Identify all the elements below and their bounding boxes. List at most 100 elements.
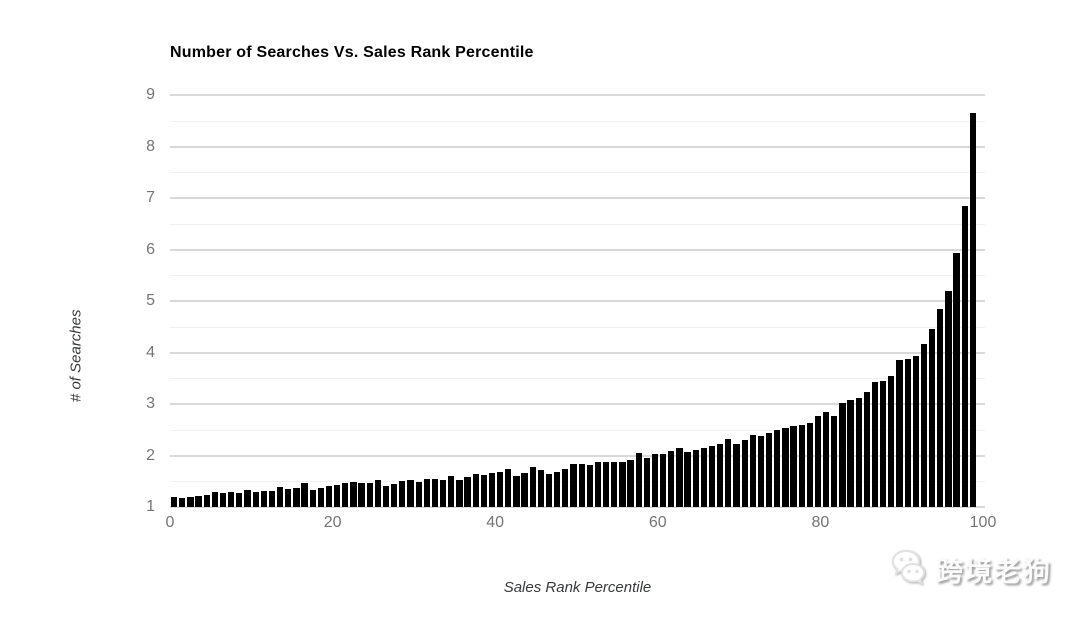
bar xyxy=(488,473,496,507)
bar xyxy=(285,488,292,507)
bar xyxy=(733,443,740,507)
bar xyxy=(203,494,210,507)
bar xyxy=(358,482,365,507)
bar xyxy=(912,355,919,507)
bar xyxy=(195,496,202,507)
bar xyxy=(798,424,805,507)
bar xyxy=(920,343,928,507)
bar xyxy=(928,328,936,507)
bar xyxy=(708,446,716,507)
gridline-minor xyxy=(170,172,985,174)
bar xyxy=(806,423,813,507)
bar xyxy=(684,452,691,507)
gridline-minor xyxy=(170,275,985,277)
bar xyxy=(668,451,675,507)
gridline-minor xyxy=(170,429,985,431)
bar xyxy=(366,483,373,507)
bar xyxy=(448,475,455,507)
bar xyxy=(619,461,626,507)
bar xyxy=(880,380,887,507)
y-tick-label: 4 xyxy=(146,343,155,361)
bar xyxy=(391,484,398,507)
bar xyxy=(839,402,846,507)
bar xyxy=(276,486,284,507)
bar xyxy=(529,467,536,507)
bar xyxy=(187,497,194,507)
bar xyxy=(301,483,308,507)
bar xyxy=(350,481,357,507)
x-tick-label: 0 xyxy=(165,514,175,531)
bar xyxy=(456,479,463,507)
bar xyxy=(660,453,667,507)
bar xyxy=(847,400,854,507)
bar xyxy=(896,360,903,507)
bar xyxy=(268,491,276,507)
gridline-major xyxy=(170,248,985,251)
bar xyxy=(823,411,830,507)
x-tick-label: 20 xyxy=(323,514,342,531)
bar xyxy=(179,498,186,507)
x-tick-label: 80 xyxy=(811,514,830,531)
bar xyxy=(325,486,333,507)
bar xyxy=(219,492,227,507)
bar xyxy=(741,439,748,507)
bar xyxy=(480,474,487,507)
bar xyxy=(814,416,822,507)
bar xyxy=(293,487,300,507)
y-tick-label: 7 xyxy=(146,189,155,206)
bar xyxy=(888,375,895,507)
x-axis-title: Sales Rank Percentile xyxy=(503,579,652,596)
y-tick-label: 3 xyxy=(146,395,155,412)
gridline-major xyxy=(170,145,985,148)
bar xyxy=(594,461,602,507)
bar xyxy=(431,478,439,507)
bar xyxy=(602,461,610,507)
bar xyxy=(717,443,724,507)
bar xyxy=(399,481,406,507)
bar xyxy=(211,491,218,507)
bar xyxy=(342,483,349,507)
bar xyxy=(545,473,553,507)
bar xyxy=(562,468,569,507)
gridline-minor xyxy=(170,326,985,328)
bar xyxy=(334,484,341,507)
bar xyxy=(749,435,756,507)
bar xyxy=(570,463,577,507)
watermark: 跨境老狗 xyxy=(882,548,1052,590)
bar xyxy=(904,358,911,507)
bar xyxy=(700,447,707,507)
bar xyxy=(252,491,259,507)
bar xyxy=(228,492,235,507)
bar xyxy=(953,252,960,507)
bar xyxy=(497,471,504,507)
y-tick-label: 9 xyxy=(146,86,155,103)
bar xyxy=(937,308,944,507)
bar xyxy=(244,490,251,507)
gridline-major xyxy=(170,403,985,405)
y-tick-label: 8 xyxy=(146,137,155,155)
plot-area xyxy=(170,94,985,508)
bar xyxy=(969,113,976,507)
x-tick-label: 40 xyxy=(486,514,505,531)
bar xyxy=(790,426,797,507)
bar xyxy=(725,439,732,507)
bar xyxy=(472,473,479,507)
bar xyxy=(774,429,781,507)
bar xyxy=(171,496,178,507)
bar xyxy=(765,432,773,507)
gridline-major xyxy=(170,454,985,457)
gridline-minor xyxy=(170,378,985,380)
bar xyxy=(260,490,267,507)
bar xyxy=(439,480,447,507)
bar xyxy=(586,465,593,507)
bar xyxy=(382,485,390,507)
bar xyxy=(961,205,968,507)
bar xyxy=(855,397,862,507)
bar xyxy=(627,459,634,507)
bar xyxy=(782,428,789,507)
chart-title: Number of Searches Vs. Sales Rank Percen… xyxy=(170,44,534,61)
bar xyxy=(407,480,414,507)
bar xyxy=(635,452,642,507)
bar xyxy=(374,480,381,507)
x-tick-label: 100 xyxy=(969,514,997,531)
